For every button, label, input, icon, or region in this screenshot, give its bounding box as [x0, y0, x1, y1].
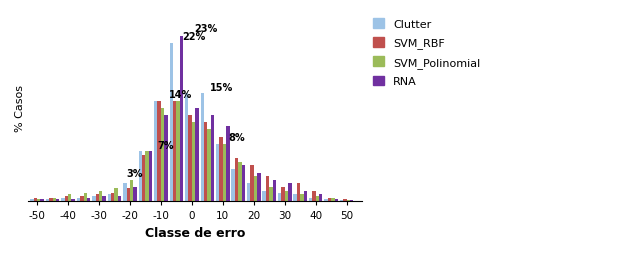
Bar [49, 198, 52, 202]
Bar [343, 199, 347, 202]
Bar [297, 184, 300, 202]
Bar [114, 189, 118, 202]
Bar [331, 198, 334, 202]
Bar [30, 199, 34, 202]
Bar [37, 199, 41, 202]
Bar [71, 199, 75, 202]
Bar [123, 184, 127, 202]
Bar [312, 191, 316, 202]
Bar [350, 200, 353, 202]
Bar [142, 155, 145, 202]
Bar [223, 144, 227, 202]
Bar [177, 101, 180, 202]
Bar [134, 187, 137, 202]
Bar [319, 195, 323, 202]
Bar [161, 108, 164, 202]
Bar [216, 144, 220, 202]
X-axis label: Classe de erro: Classe de erro [145, 226, 245, 239]
Bar [170, 44, 173, 202]
Bar [195, 108, 198, 202]
Text: 15%: 15% [210, 83, 233, 92]
Bar [95, 195, 99, 202]
Bar [102, 197, 106, 202]
Bar [247, 184, 250, 202]
Bar [87, 198, 90, 202]
Bar [52, 198, 56, 202]
Bar [281, 187, 285, 202]
Bar [99, 191, 102, 202]
Bar [316, 196, 319, 202]
Bar [211, 116, 214, 202]
Bar [347, 200, 350, 202]
Bar [149, 151, 152, 202]
Bar [288, 184, 291, 202]
Text: 14%: 14% [169, 90, 193, 100]
Bar [77, 198, 80, 202]
Text: 3%: 3% [126, 169, 143, 179]
Legend: Clutter, SVM_RBF, SVM_Polinomial, RNA: Clutter, SVM_RBF, SVM_Polinomial, RNA [371, 17, 483, 89]
Bar [340, 200, 343, 202]
Bar [65, 196, 68, 202]
Bar [309, 198, 312, 202]
Bar [185, 94, 188, 202]
Bar [257, 173, 261, 202]
Bar [334, 199, 338, 202]
Bar [154, 101, 157, 202]
Bar [241, 166, 245, 202]
Bar [266, 177, 269, 202]
Bar [235, 158, 238, 202]
Bar [328, 198, 331, 202]
Bar [207, 130, 211, 202]
Bar [293, 195, 297, 202]
Bar [220, 137, 223, 202]
Bar [269, 187, 273, 202]
Text: 23%: 23% [194, 24, 217, 34]
Bar [304, 191, 307, 202]
Bar [80, 196, 84, 202]
Bar [227, 126, 230, 202]
Bar [273, 180, 276, 202]
Bar [238, 162, 241, 202]
Bar [127, 189, 130, 202]
Bar [192, 123, 195, 202]
Bar [34, 198, 37, 202]
Bar [46, 199, 49, 202]
Bar [92, 196, 95, 202]
Bar [84, 193, 87, 202]
Bar [111, 193, 114, 202]
Bar [285, 191, 288, 202]
Bar [254, 177, 257, 202]
Bar [164, 116, 168, 202]
Text: 8%: 8% [228, 133, 245, 143]
Bar [232, 169, 235, 202]
Bar [263, 191, 266, 202]
Bar [41, 199, 44, 202]
Bar [300, 195, 304, 202]
Bar [130, 180, 134, 202]
Bar [56, 199, 59, 202]
Text: 22%: 22% [182, 31, 205, 41]
Bar [204, 123, 207, 202]
Bar [139, 151, 142, 202]
Bar [145, 151, 149, 202]
Y-axis label: % Casos: % Casos [15, 85, 25, 132]
Bar [68, 195, 71, 202]
Bar [278, 193, 281, 202]
Bar [324, 199, 328, 202]
Bar [157, 101, 161, 202]
Bar [173, 101, 177, 202]
Text: 7%: 7% [157, 140, 174, 150]
Bar [200, 94, 204, 202]
Bar [180, 37, 183, 202]
Bar [118, 196, 121, 202]
Bar [61, 198, 65, 202]
Bar [188, 116, 192, 202]
Bar [250, 166, 254, 202]
Bar [108, 195, 111, 202]
